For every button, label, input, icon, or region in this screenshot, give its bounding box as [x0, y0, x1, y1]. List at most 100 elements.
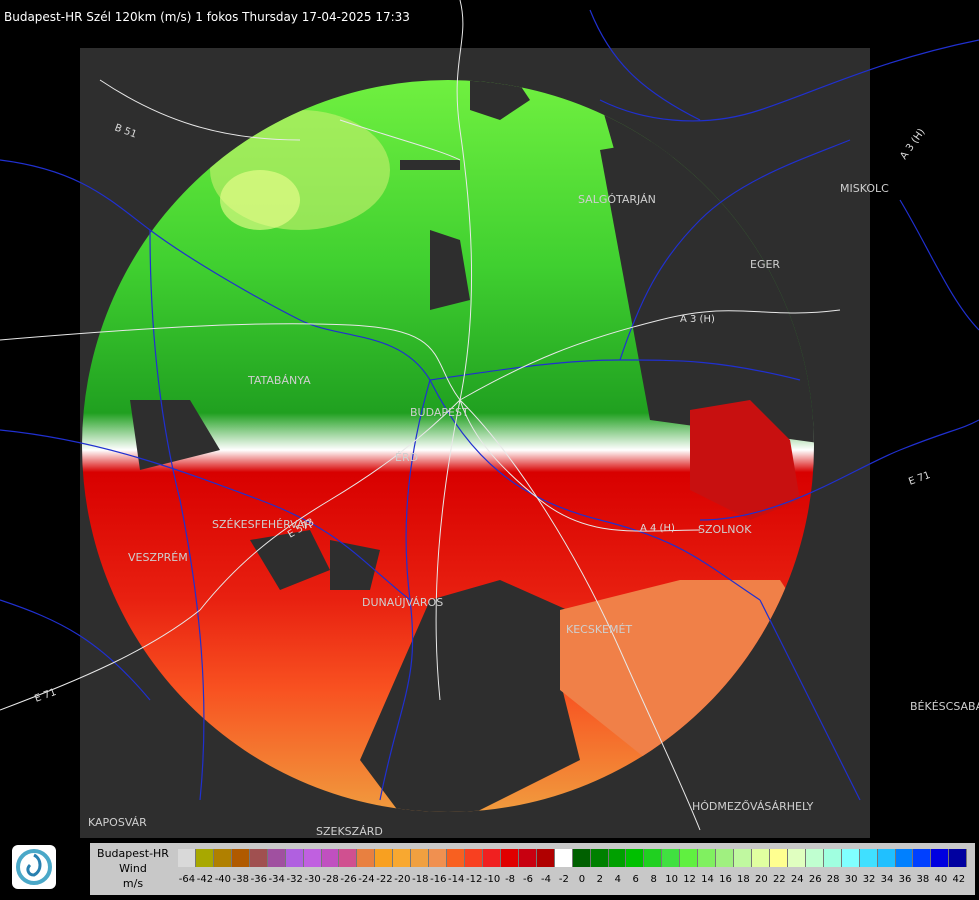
legend-tick: 2	[596, 874, 603, 885]
legend-tick: 42	[952, 874, 966, 885]
legend-swatch	[411, 849, 430, 867]
legend-tick: -34	[268, 874, 285, 885]
legend-swatch	[465, 849, 483, 867]
legend-tick: -6	[523, 874, 534, 885]
legend-swatch	[895, 849, 914, 867]
legend-swatch	[321, 849, 340, 867]
city-label: BÉKÉSCSABA	[910, 700, 979, 713]
county-borders	[0, 9, 979, 801]
legend-swatch	[536, 849, 555, 867]
legend-tick: 32	[862, 874, 876, 885]
legend-tick: -26	[340, 874, 357, 885]
legend-swatch	[734, 849, 752, 867]
city-label: ÉRD	[395, 451, 418, 464]
legend-swatch	[752, 849, 770, 867]
legend-quantity: Wind	[119, 862, 147, 875]
legend-swatch	[769, 849, 788, 867]
legend-tick: 8	[650, 874, 657, 885]
legend-swatch	[572, 849, 591, 867]
legend-swatch	[644, 849, 663, 867]
road-label: E 71	[33, 687, 58, 705]
legend-tick: 34	[880, 874, 894, 885]
legend-swatch	[178, 849, 196, 867]
legend-swatch	[231, 849, 250, 867]
road-label: A 3 (H)	[680, 314, 715, 325]
legend-swatch	[429, 849, 448, 867]
legend-tick: 10	[665, 874, 678, 885]
legend-color-scale	[178, 849, 968, 869]
legend-swatch	[339, 849, 358, 867]
legend-tick: -8	[505, 874, 516, 885]
legend-swatch	[357, 849, 376, 867]
legend-swatch	[590, 849, 609, 867]
city-label: BUDAPEST	[410, 406, 469, 419]
legend-tick: 30	[844, 874, 858, 885]
road-label: A 3 (H)	[898, 127, 927, 162]
legend-swatch	[518, 849, 537, 867]
legend-swatch	[500, 849, 519, 867]
city-label: KAPOSVÁR	[88, 816, 147, 829]
city-label: VESZPRÉM	[128, 551, 188, 564]
city-label: KECSKEMÉT	[566, 623, 632, 636]
city-label: SZÉKESFEHÉRVÁR	[212, 518, 313, 531]
legend-swatch	[662, 849, 681, 867]
city-label: DUNAÚJVÁROS	[362, 596, 443, 609]
legend-swatch	[913, 849, 932, 867]
road-label: A 4 (H)	[640, 523, 675, 534]
map-title: Budapest-HR Szél 120km (m/s) 1 fokos Thu…	[4, 10, 410, 24]
legend-swatch	[841, 849, 860, 867]
city-labels: SALGÓTARJÁN MISKOLC EGER TATABÁNYA BUDAP…	[88, 182, 979, 838]
legend-swatch	[949, 849, 968, 867]
city-label: TATABÁNYA	[247, 374, 311, 387]
legend-swatch	[698, 849, 717, 867]
radar-map: SALGÓTARJÁN MISKOLC EGER TATABÁNYA BUDAP…	[0, 0, 979, 838]
legend-unit: m/s	[122, 877, 144, 890]
legend-swatch	[303, 849, 322, 867]
legend-tick: 22	[772, 874, 786, 885]
legend-tick: 40	[934, 874, 948, 885]
legend-tick: -2	[558, 874, 569, 885]
legend-swatch	[608, 849, 627, 867]
legend-tick: 20	[755, 874, 768, 885]
legend-tick: -28	[322, 874, 339, 885]
legend-tick: -24	[358, 874, 375, 885]
legend-tick: 18	[737, 874, 750, 885]
city-label: SZOLNOK	[698, 523, 752, 536]
legend-swatch	[267, 849, 286, 867]
legend-tick: 12	[683, 874, 696, 885]
wind-legend: Budapest-HR Wind m/s -6 4 -42 -40 -38 -36 -34 -…	[90, 843, 975, 895]
legend-tick: -38	[232, 874, 249, 885]
legend-swatch	[859, 849, 878, 867]
legend-radar-name: Budapest-HR	[97, 847, 169, 860]
legend-swatch	[195, 849, 214, 867]
road-network	[0, 0, 841, 831]
legend-tick: 6	[632, 874, 639, 885]
legend-tick: 4	[614, 874, 621, 885]
legend-tick: 24	[790, 874, 804, 885]
legend-tick: -18	[412, 874, 429, 885]
legend-swatch	[482, 849, 501, 867]
legend-tick: 14	[701, 874, 714, 885]
legend-swatch	[285, 849, 304, 867]
legend-swatch	[213, 849, 232, 867]
legend-swatch	[877, 849, 896, 867]
city-label: SZEKSZÁRD	[316, 825, 383, 838]
legend-swatch	[805, 849, 824, 867]
legend-tick: -40	[214, 874, 232, 885]
legend-tick: -22	[376, 874, 393, 885]
legend-tick: -36	[250, 874, 267, 885]
city-label: HÓDMEZŐVÁSÁRHELY	[692, 799, 814, 813]
city-label: MISKOLC	[840, 182, 889, 195]
city-label: SALGÓTARJÁN	[578, 193, 656, 206]
road-label: E 71	[907, 470, 932, 488]
legend-tick: 28	[826, 874, 840, 885]
legend-swatch	[823, 849, 842, 867]
legend-tick: 16	[719, 874, 732, 885]
legend-tick: -42	[196, 874, 214, 885]
legend-tick: -14	[448, 874, 465, 885]
legend-swatch	[447, 849, 465, 867]
legend-tick: -10	[483, 874, 501, 885]
legend-swatch	[787, 849, 806, 867]
legend-tick: 38	[916, 874, 930, 885]
legend-tick: -30	[304, 874, 321, 885]
